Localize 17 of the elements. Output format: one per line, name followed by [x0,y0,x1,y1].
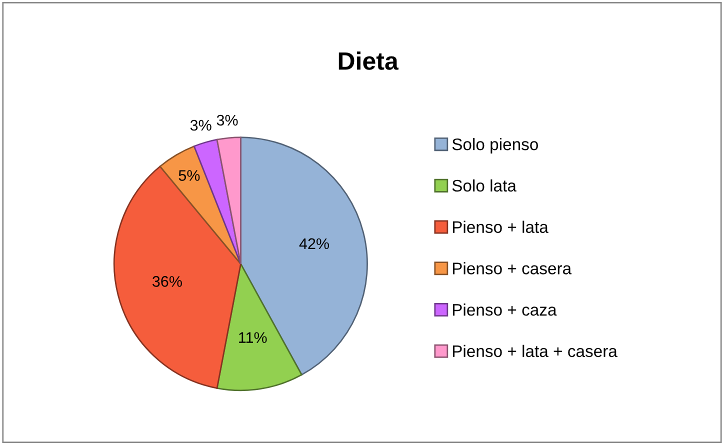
chart-title: Dieta [338,52,399,70]
legend-label: Pienso + lata [452,220,548,233]
pie-slice [240,136,368,376]
legend-label: Solo lata [452,179,516,192]
pie-slice [216,136,242,265]
data-label: 11% [239,332,267,343]
pie-slice [159,146,242,265]
data-label: 3% [190,120,212,131]
legend-label: Pienso + caza [452,303,557,316]
data-label: 3% [216,114,238,126]
data-label: 42% [299,238,330,250]
pie-slice [216,263,302,392]
data-label: 5% [178,170,200,181]
data-label: 36% [152,276,182,287]
legend-label: Pienso + casera [452,262,572,274]
legend-label: Solo pienso [452,138,538,154]
legend-label: Pienso + lata + casera [452,344,618,358]
